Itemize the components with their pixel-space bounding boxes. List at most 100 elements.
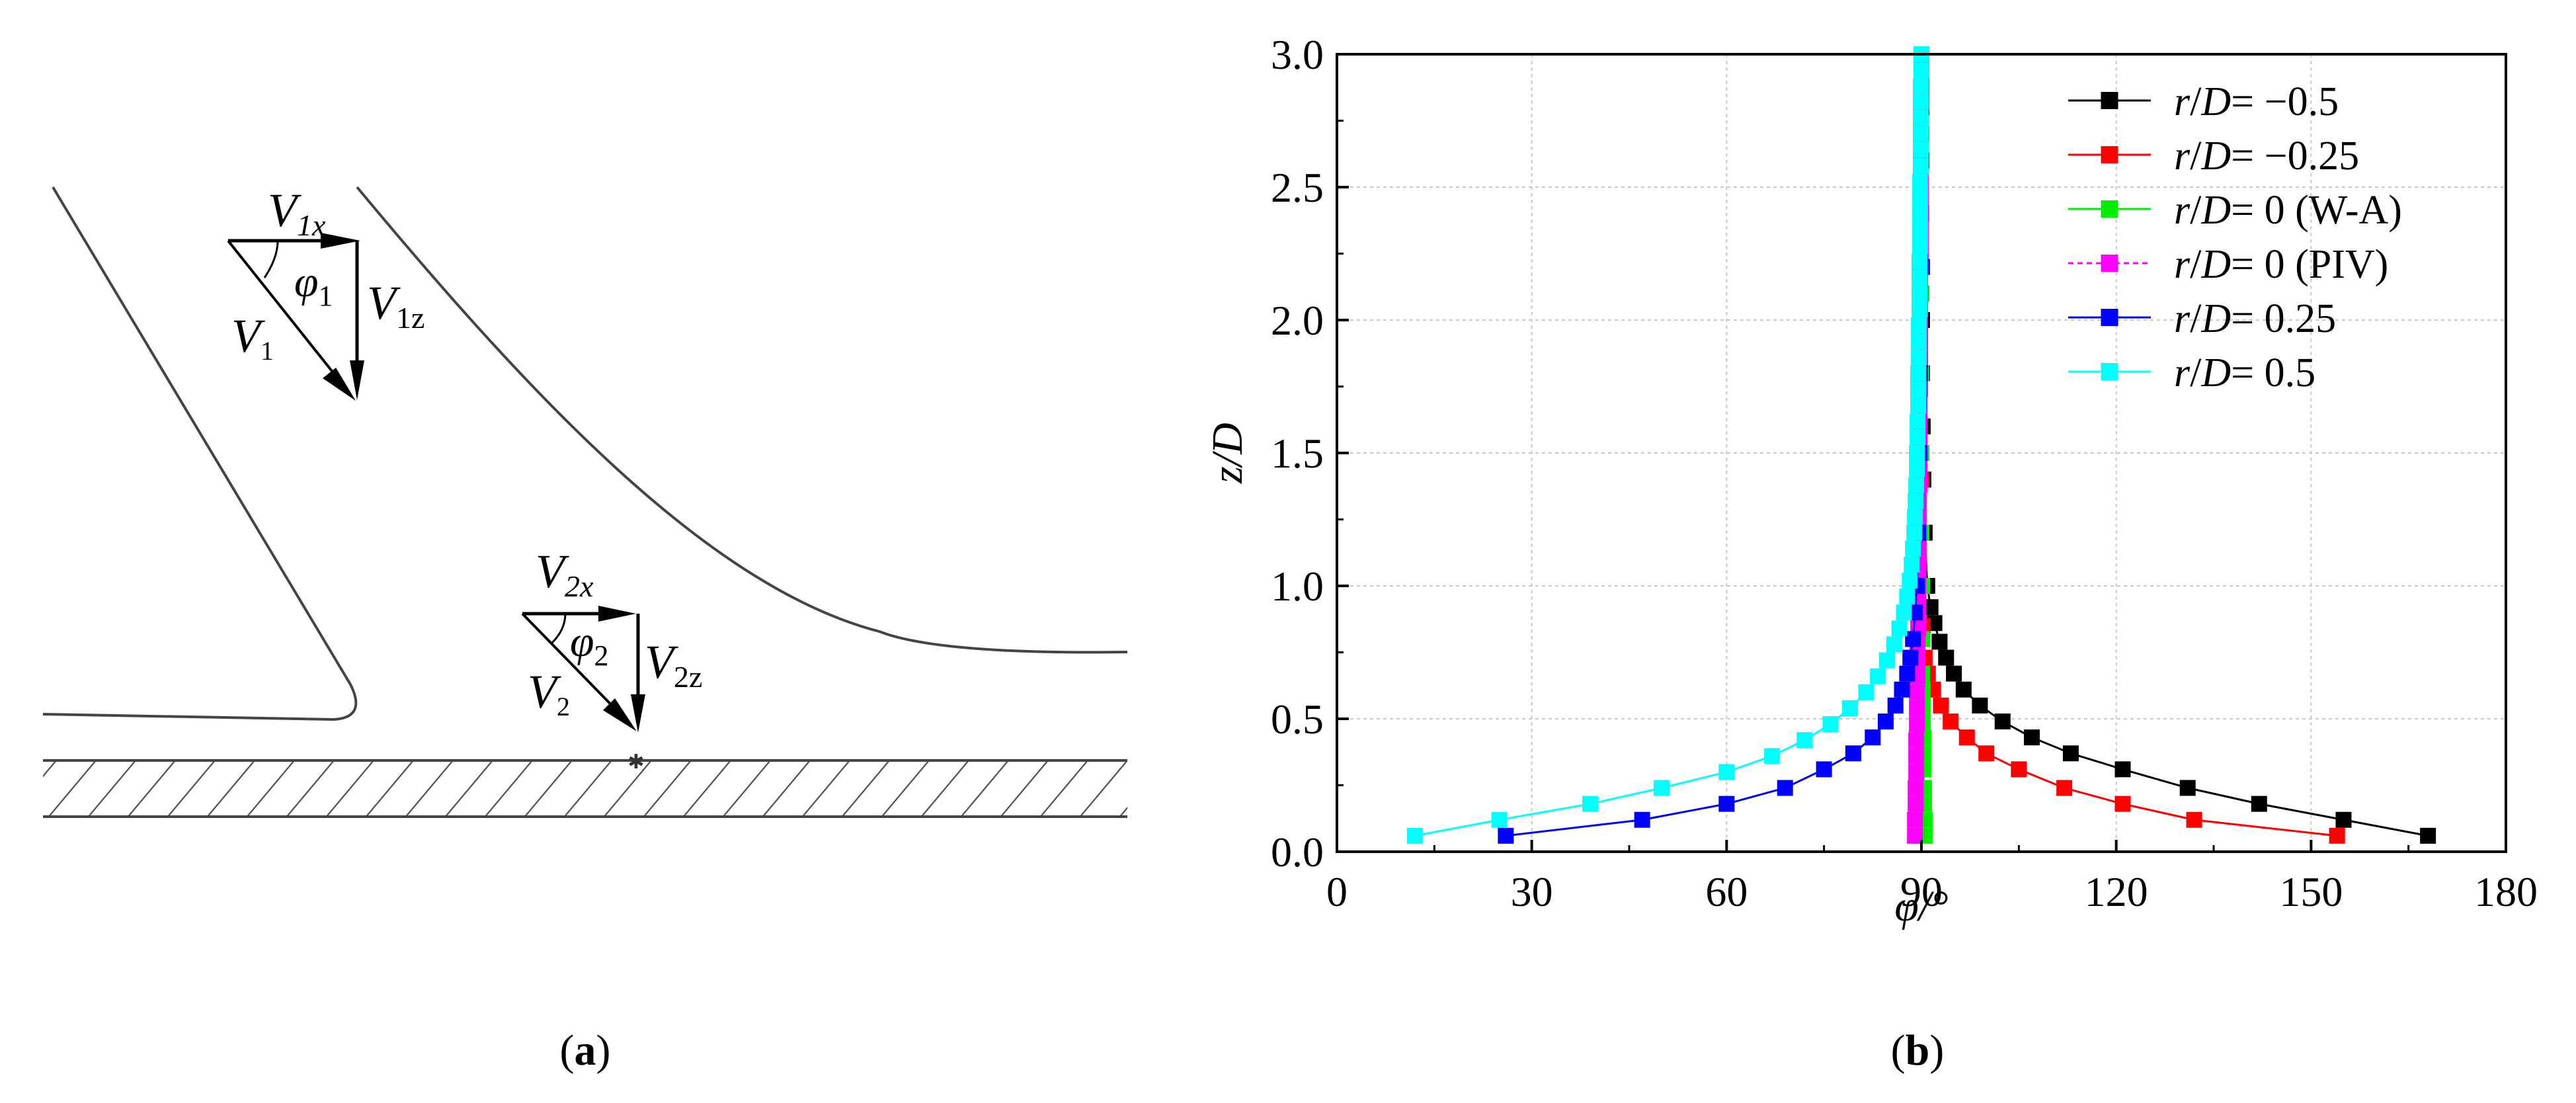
- legend-entry: r/D= −0.5: [2068, 79, 2339, 124]
- data-point-marker: [1905, 540, 1921, 557]
- v1z-label: V: [367, 276, 401, 329]
- data-point-marker: [1907, 811, 1923, 828]
- series-4: [1498, 60, 1929, 844]
- legend-label: r/D= 0 (PIV): [2174, 242, 2388, 287]
- data-point-marker: [1908, 796, 1924, 812]
- flow-schematic-diagram: ✱ V1x φ1 V1z V1: [42, 184, 1128, 1075]
- data-point-marker: [1909, 445, 1925, 461]
- data-point-marker: [1908, 780, 1924, 796]
- v1x-arrowhead: [321, 233, 360, 249]
- legend-marker-sample: [2101, 255, 2118, 272]
- data-point-marker: [2420, 827, 2436, 844]
- data-point-marker: [1764, 748, 1781, 764]
- data-point-marker: [1958, 729, 1975, 746]
- legend-marker-sample: [2101, 200, 2118, 218]
- data-point-marker: [2251, 796, 2267, 812]
- data-point-marker: [1777, 780, 1793, 796]
- data-point-marker: [2023, 729, 2040, 746]
- v1z-arrowhead: [350, 360, 364, 400]
- legend-label: r/D= 0.25: [2174, 296, 2336, 341]
- data-point-marker: [1877, 714, 1894, 730]
- data-point-marker: [1858, 684, 1874, 700]
- data-point-marker: [1913, 62, 1929, 79]
- data-point-marker: [1822, 716, 1839, 733]
- x-axis-label: φ/°: [1894, 882, 1948, 930]
- data-point-marker: [1718, 796, 1735, 812]
- data-point-marker: [1913, 78, 1929, 95]
- x-tick-label: 60: [1705, 868, 1748, 915]
- series-line: [1506, 67, 1923, 837]
- data-point-marker: [1886, 636, 1902, 653]
- x-tick-label: 120: [2085, 868, 2148, 915]
- y-tick-label: 0.5: [1271, 696, 1324, 743]
- legend-label: r/D= 0.5: [2174, 350, 2315, 395]
- x-tick-label: 0: [1326, 868, 1348, 915]
- data-point-marker: [1912, 253, 1928, 270]
- v1-subscript: 1: [261, 336, 274, 366]
- data-point-marker: [1870, 668, 1886, 684]
- data-point-marker: [2114, 796, 2131, 812]
- svg-text:V1: V1: [231, 309, 274, 366]
- data-point-marker: [1865, 729, 1881, 746]
- data-point-marker: [1899, 589, 1915, 605]
- svg-text:V2: V2: [528, 665, 570, 721]
- data-point-marker: [1906, 524, 1923, 541]
- phi2-subscript: 2: [594, 639, 609, 672]
- panel-a-label: (a): [560, 1026, 611, 1075]
- data-point-marker: [1796, 732, 1813, 749]
- data-point-marker: [1634, 811, 1650, 828]
- stagnation-marker: ✱: [627, 751, 644, 773]
- svg-text:φ2: φ2: [570, 618, 609, 672]
- y-tick-label: 0.0: [1271, 829, 1324, 876]
- y-tick-label: 1.5: [1271, 430, 1324, 477]
- data-point-marker: [1406, 827, 1423, 844]
- data-point-marker: [1908, 748, 1925, 764]
- y-tick-label: 2.5: [1271, 164, 1324, 211]
- data-point-marker: [1910, 397, 1927, 413]
- series-layer: [1406, 46, 2436, 844]
- v2x-arrowhead: [598, 606, 636, 622]
- data-point-marker: [1908, 493, 1924, 509]
- data-point-marker: [1911, 317, 1927, 334]
- data-point-marker: [1910, 381, 1927, 397]
- phi2-angle-arc: [551, 613, 567, 644]
- data-point-marker: [1896, 604, 1912, 621]
- nozzle-left-wall: [42, 186, 358, 721]
- legend-entry: r/D= −0.25: [2068, 134, 2359, 179]
- data-point-marker: [1933, 697, 1949, 714]
- series-line: [1920, 67, 2337, 837]
- data-point-marker: [1899, 665, 1915, 682]
- phi1-subscript: 1: [319, 280, 333, 312]
- axis-ticks: 0 30 60 90 120 150 180 0.0 0.5 1.0 1.5 2.0 2.5 3.0: [1271, 31, 2538, 915]
- data-point-marker: [1654, 780, 1670, 796]
- nozzle-right-wall: [356, 186, 1128, 654]
- data-point-marker: [1887, 697, 1904, 714]
- data-point-marker: [1972, 697, 1988, 714]
- phi2-label: φ: [570, 618, 594, 666]
- v2-label: V: [528, 665, 561, 718]
- data-point-marker: [1913, 94, 1929, 110]
- legend-label: r/D= −0.5: [2174, 79, 2339, 124]
- v2-subscript: 2: [557, 692, 570, 721]
- data-point-marker: [1909, 684, 1925, 700]
- data-point-marker: [1905, 631, 1921, 647]
- data-point-marker: [2179, 780, 2196, 796]
- data-point-marker: [2329, 827, 2345, 844]
- data-point-marker: [2335, 811, 2352, 828]
- data-point-marker: [2011, 761, 2027, 778]
- data-point-marker: [1910, 413, 1926, 429]
- v2z-subscript: 2z: [674, 660, 702, 694]
- v1-arrowhead: [323, 368, 356, 401]
- legend-marker-sample: [2101, 92, 2118, 109]
- data-point-marker: [1913, 126, 1929, 142]
- data-point-marker: [1909, 716, 1925, 733]
- data-point-marker: [1902, 649, 1919, 666]
- data-point-marker: [1912, 206, 1929, 222]
- series-5: [1406, 46, 1929, 844]
- data-point-marker: [1498, 827, 1514, 844]
- y-tick-label: 3.0: [1271, 31, 1324, 78]
- data-point-marker: [1909, 700, 1925, 716]
- data-point-marker: [1910, 429, 1926, 445]
- v1x-label: V: [268, 184, 302, 237]
